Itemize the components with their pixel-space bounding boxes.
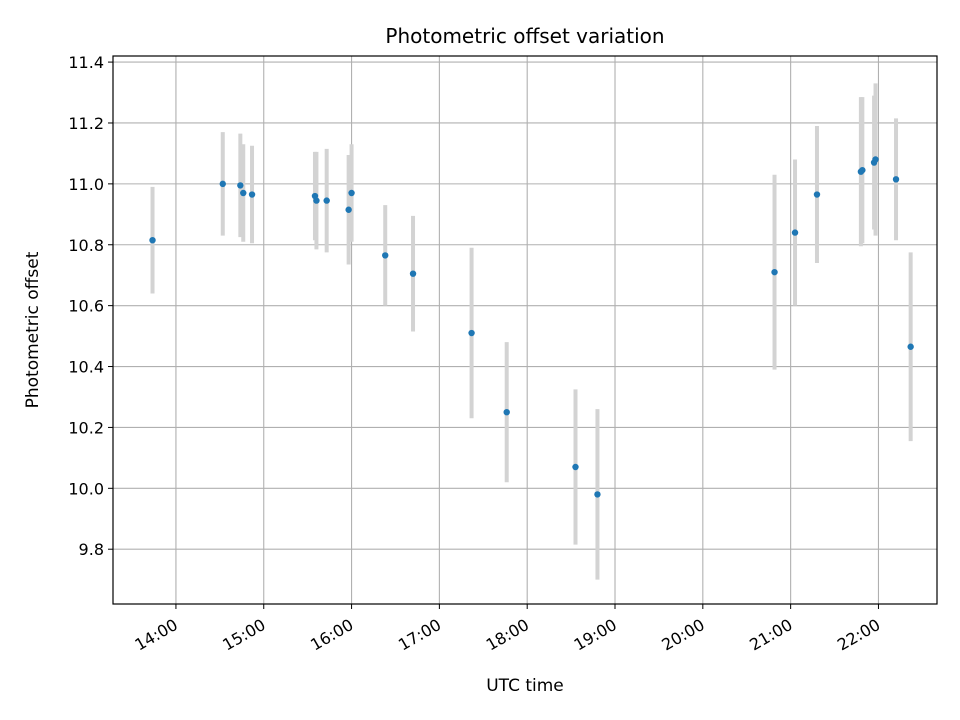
y-tick-label: 10.6 [68,297,104,316]
data-point [503,409,510,416]
y-tick-label: 11.0 [68,175,104,194]
data-point [409,270,417,277]
data-point [791,229,799,236]
y-tick-label: 9.8 [79,540,104,559]
data-point [468,329,475,337]
x-axis-label: UTC time [486,676,564,696]
y-axis-ticks: 9.8 10.0 10.2 10.4 10.6 10.8 11.0 11.2 11.4 [68,53,113,559]
data-point [323,197,330,204]
y-tick-label: 11.2 [68,114,104,133]
data-point [872,156,879,163]
y-tick-label: 10.8 [68,236,104,255]
data-point [219,180,226,188]
y-axis-label: Photometric offset [23,251,43,408]
data-point [313,197,320,204]
data-point [771,268,778,276]
grid-layer [113,56,937,604]
data-point [149,236,156,244]
data-point [240,189,247,197]
data-point [813,191,821,198]
y-tick-label: 11.4 [68,53,104,72]
y-tick-label: 10.0 [68,479,104,498]
data-point [892,176,900,183]
data-point [348,189,355,197]
data-point [345,206,352,213]
data-point [237,182,244,189]
y-tick-label: 10.4 [68,358,104,377]
data-point [594,491,601,498]
point-layer [149,156,914,498]
plot-frame [112,55,938,605]
data-point [248,191,256,198]
chart-title: Photometric offset variation [385,24,664,48]
data-point [382,252,389,259]
y-tick-label: 10.2 [68,418,104,437]
data-point [907,343,914,350]
data-point [572,463,579,471]
data-point [859,166,866,174]
